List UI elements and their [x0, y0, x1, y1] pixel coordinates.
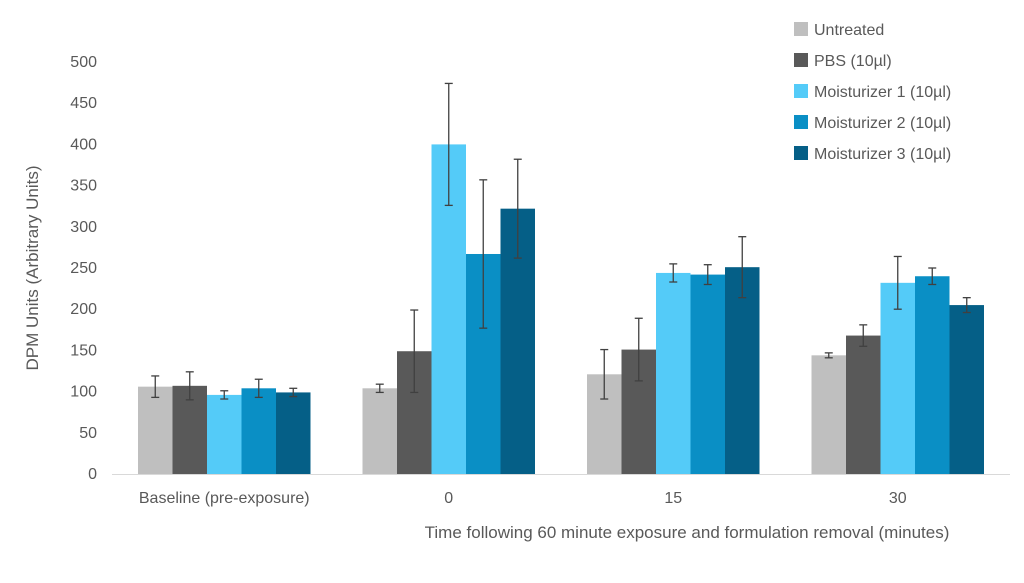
error-bar — [859, 324, 868, 347]
y-axis-ticks: 0 50 100 150 200 250 300 350 400 450 500 — [70, 54, 97, 483]
x-tick-label: Baseline (pre-exposure) — [139, 490, 310, 507]
legend-swatch — [794, 22, 808, 36]
error-bar — [893, 255, 902, 310]
x-tick-label: 30 — [889, 490, 907, 507]
error-bar — [254, 378, 263, 399]
legend-label: PBS (10µl) — [814, 53, 892, 70]
error-bar — [444, 82, 453, 207]
x-axis-title: Time following 60 minute exposure and fo… — [425, 523, 950, 542]
legend-item: Moisturizer 2 (10µl) — [794, 115, 951, 132]
error-bar — [375, 383, 384, 394]
y-tick-label: 50 — [79, 425, 97, 442]
bar-untreated-0 — [138, 386, 173, 474]
error-bars-group — [151, 82, 971, 401]
error-bar — [738, 236, 747, 299]
legend-label: Untreated — [814, 22, 884, 39]
error-bar — [962, 297, 971, 314]
bar-moisturizer-2-10-l-0 — [241, 388, 276, 474]
error-bar — [185, 371, 194, 401]
legend-label: Moisturizer 2 (10µl) — [814, 115, 951, 132]
bar-untreated-3 — [811, 355, 846, 474]
bar-moisturizer-1-10-l-0 — [207, 394, 242, 474]
bar-moisturizer-2-10-l-3 — [915, 276, 950, 474]
error-bar — [220, 390, 229, 400]
x-tick-label: 0 — [444, 490, 453, 507]
legend-swatch — [794, 84, 808, 98]
y-tick-label: 200 — [70, 301, 97, 318]
bar-moisturizer-3-10-l-3 — [949, 305, 984, 474]
error-bar — [824, 352, 833, 359]
y-tick-label: 100 — [70, 384, 97, 401]
bar-series-group — [138, 144, 984, 475]
y-axis-title: DPM Units (Arbitrary Units) — [23, 166, 42, 371]
legend-item: Moisturizer 1 (10µl) — [794, 84, 951, 101]
bar-moisturizer-3-10-l-0 — [276, 392, 311, 474]
legend: Untreated PBS (10µl) Moisturizer 1 (10µl) M… — [794, 22, 951, 163]
legend-item: Moisturizer 3 (10µl) — [794, 146, 951, 163]
legend-item: PBS (10µl) — [794, 53, 892, 70]
bar-moisturizer-1-10-l-2 — [656, 272, 691, 474]
bar-pbs-10-l-0 — [172, 385, 207, 474]
bar-moisturizer-1-10-l-3 — [880, 282, 915, 474]
x-tick-label: 15 — [664, 490, 682, 507]
legend-swatch — [794, 53, 808, 67]
error-bar — [479, 179, 488, 329]
y-tick-label: 150 — [70, 342, 97, 359]
bar-untreated-1 — [362, 388, 397, 474]
legend-swatch — [794, 115, 808, 129]
error-bar — [600, 348, 609, 400]
x-axis-tick-labels: Baseline (pre-exposure) 0 15 30 — [139, 490, 907, 507]
y-tick-label: 250 — [70, 260, 97, 277]
bar-pbs-10-l-3 — [846, 335, 881, 474]
y-tick-label: 400 — [70, 136, 97, 153]
error-bar — [513, 158, 522, 259]
error-bar — [151, 375, 160, 399]
error-bar — [634, 317, 643, 382]
error-bar — [669, 263, 678, 283]
legend-item: Untreated — [794, 22, 884, 39]
error-bar — [410, 309, 419, 394]
y-tick-label: 0 — [88, 466, 97, 483]
legend-label: Moisturizer 3 (10µl) — [814, 146, 951, 163]
y-tick-label: 450 — [70, 95, 97, 112]
bar-moisturizer-3-10-l-2 — [725, 267, 760, 474]
error-bar — [928, 267, 937, 286]
error-bar — [289, 387, 298, 398]
bar-moisturizer-2-10-l-2 — [690, 274, 725, 474]
legend-label: Moisturizer 1 (10µl) — [814, 84, 951, 101]
y-tick-label: 500 — [70, 54, 97, 71]
y-tick-label: 300 — [70, 219, 97, 236]
legend-swatch — [794, 146, 808, 160]
error-bar — [703, 264, 712, 286]
y-tick-label: 350 — [70, 178, 97, 195]
